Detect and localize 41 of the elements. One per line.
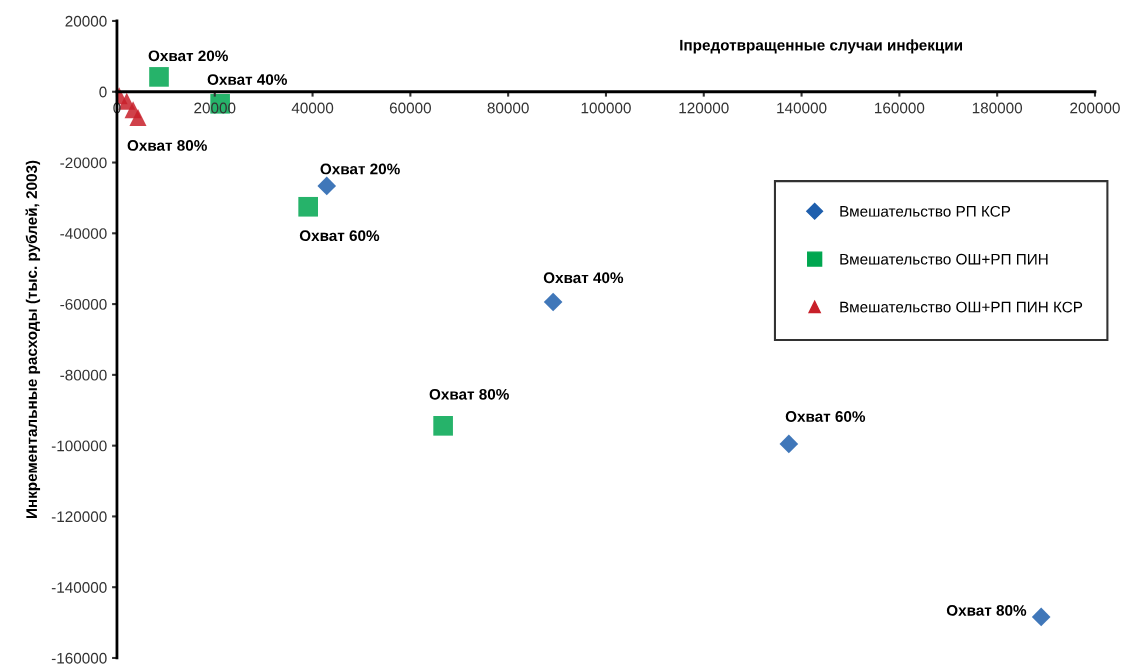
annotation: Охват 60% bbox=[785, 411, 866, 422]
point bbox=[298, 196, 318, 217]
x-tick-label: 100000 bbox=[581, 102, 631, 114]
point bbox=[149, 67, 169, 87]
x-tick-label: 140000 bbox=[777, 102, 827, 114]
legend-label: Вмешательство ОШ+РП ПИН bbox=[840, 253, 1048, 265]
y-tick-label: -160000 bbox=[51, 652, 107, 664]
x-axis-title: Iпредотвращенные случаи инфекции bbox=[680, 39, 963, 54]
legend-label: Вмешательство ОШ+РП ПИН КСР bbox=[840, 301, 1083, 313]
x-tick-label: 80000 bbox=[487, 102, 529, 114]
x-tick-label: 180000 bbox=[972, 102, 1023, 114]
point bbox=[543, 292, 563, 312]
legend-label: Вмешательство РП КСР bbox=[840, 205, 1011, 217]
annotation: Охват 40% bbox=[207, 74, 287, 85]
y-axis-title: Инкрементальные расходы (тыс. рублей, 2003) bbox=[25, 160, 41, 519]
annotation: Охват 20% bbox=[148, 50, 228, 62]
y-tick-label: -80000 bbox=[60, 369, 107, 381]
annotation: Охват 40% bbox=[543, 272, 624, 284]
y-tick-label: -40000 bbox=[60, 228, 107, 239]
x-tick-label: 60000 bbox=[389, 102, 432, 114]
x-tick-label: 40000 bbox=[291, 102, 334, 114]
y-tick-label: -120000 bbox=[51, 511, 107, 523]
x-tick-label: 160000 bbox=[875, 102, 925, 114]
x-tick-label: 120000 bbox=[679, 102, 729, 114]
y-tick-label: -60000 bbox=[60, 298, 107, 310]
y-tick-label: -100000 bbox=[51, 440, 107, 452]
point bbox=[129, 109, 147, 127]
point bbox=[779, 434, 799, 454]
annotation: Охват 80% bbox=[429, 388, 509, 400]
annotation: Охват 80% bbox=[946, 605, 1027, 616]
point bbox=[1031, 607, 1051, 627]
y-tick-label: 0 bbox=[99, 86, 107, 98]
annotation: Охват 80% bbox=[127, 140, 207, 151]
y-tick-label: -20000 bbox=[60, 157, 107, 169]
y-tick-label: -140000 bbox=[51, 582, 107, 593]
y-tick-label: 20000 bbox=[65, 15, 107, 27]
annotation: Охват 20% bbox=[320, 163, 400, 175]
point bbox=[433, 416, 453, 436]
x-tick-label: 200000 bbox=[1070, 102, 1120, 114]
annotation: Охват 60% bbox=[299, 230, 380, 242]
point bbox=[317, 176, 337, 196]
